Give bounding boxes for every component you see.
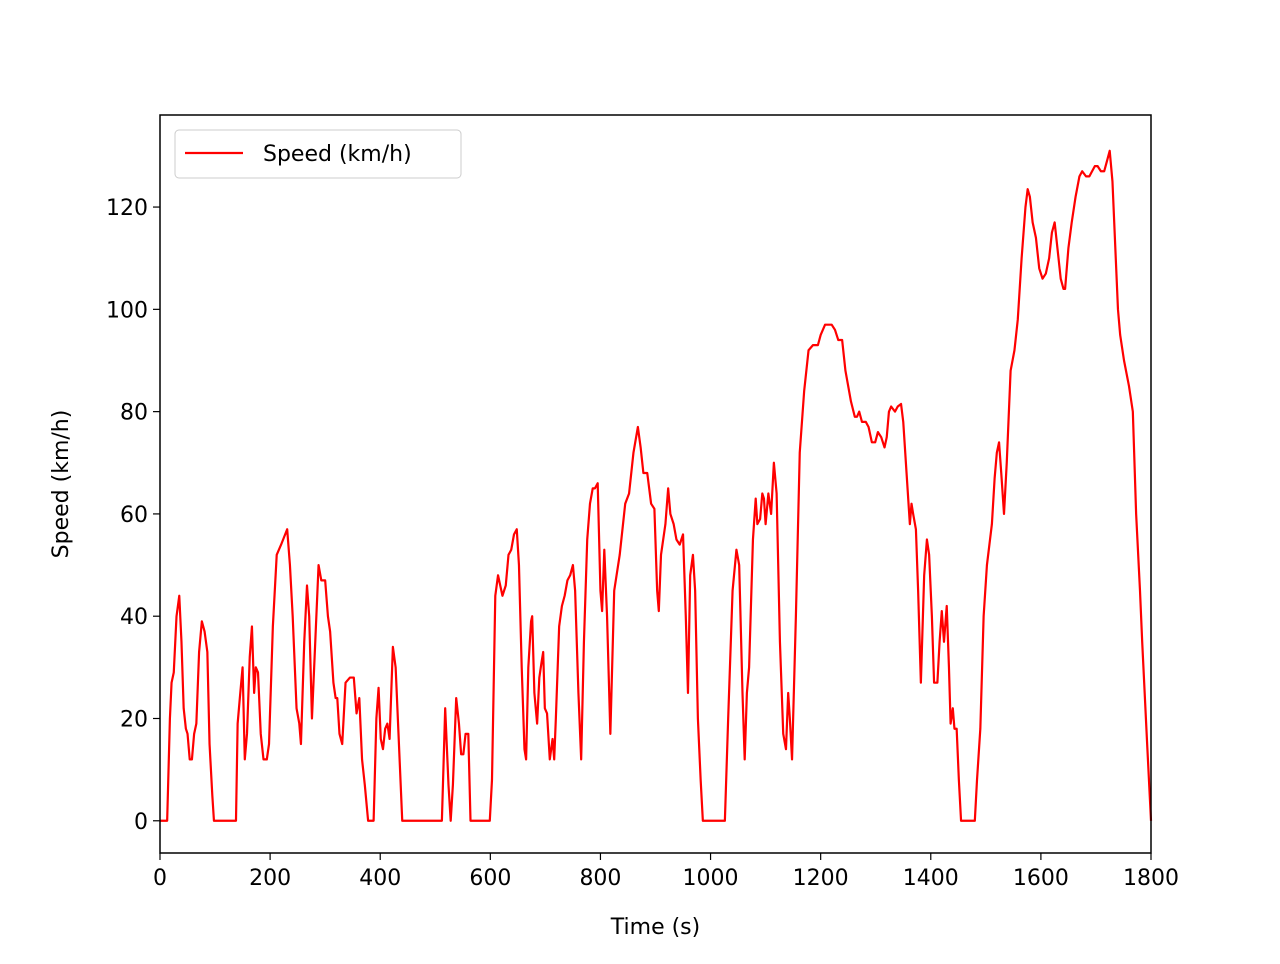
y-tick-label: 80 — [120, 401, 148, 426]
x-tick-label: 1800 — [1123, 866, 1179, 891]
x-tick-label: 200 — [249, 866, 291, 891]
y-tick-label: 60 — [120, 503, 148, 528]
x-tick-label: 1200 — [793, 866, 849, 891]
line-series — [160, 149, 1153, 822]
x-tick-label: 1000 — [683, 866, 739, 891]
x-tick-label: 800 — [579, 866, 621, 891]
y-tick-label: 100 — [106, 298, 148, 323]
y-tick-label: 40 — [120, 605, 148, 630]
x-tick-label: 1400 — [903, 866, 959, 891]
x-tick-label: 1600 — [1013, 866, 1069, 891]
plot-area — [160, 149, 1153, 822]
x-tick-label: 400 — [359, 866, 401, 891]
y-axis-label: Speed (km/h) — [49, 410, 74, 559]
y-tick-label: 0 — [134, 810, 148, 835]
y-tick-label: 120 — [106, 196, 148, 221]
axes-frame — [159, 114, 1152, 854]
x-tick-label: 600 — [469, 866, 511, 891]
legend-label: Speed (km/h) — [263, 142, 412, 167]
x-tick-label: 0 — [153, 866, 167, 891]
y-tick-label: 20 — [120, 707, 148, 732]
x-axis-label: Time (s) — [610, 915, 700, 940]
legend-box — [174, 129, 462, 179]
